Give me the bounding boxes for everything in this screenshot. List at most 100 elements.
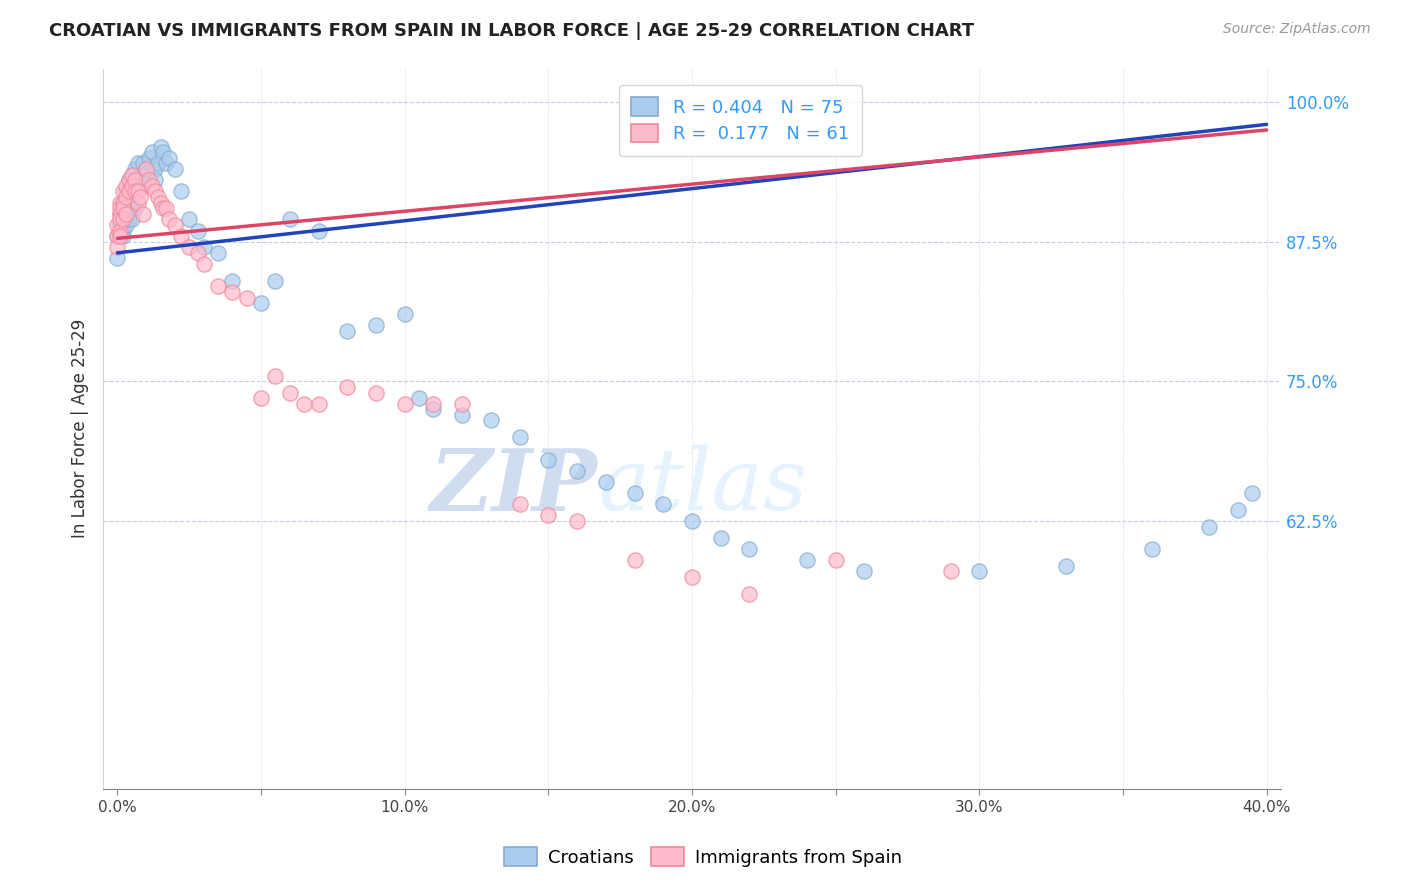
Point [121, 168, 143, 182]
Point [152, 201, 174, 215]
Point [118, 195, 141, 210]
Point [135, 162, 157, 177]
Point [135, 162, 157, 177]
Point [124, 162, 146, 177]
Point [170, 185, 193, 199]
Point [565, 464, 588, 478]
Point [623, 553, 645, 567]
Point [129, 190, 152, 204]
Point [110, 207, 132, 221]
Point [422, 402, 444, 417]
Point [969, 564, 991, 578]
Point [236, 291, 259, 305]
Point [710, 531, 733, 545]
Text: ZIP: ZIP [430, 445, 598, 528]
Point [110, 218, 132, 232]
Point [141, 145, 163, 160]
Point [509, 430, 531, 444]
Point [336, 324, 359, 338]
Point [221, 274, 243, 288]
Point [118, 185, 141, 199]
Point [115, 185, 138, 199]
Point [179, 240, 201, 254]
Point [124, 185, 146, 199]
Point [509, 497, 531, 511]
Point [853, 564, 876, 578]
Point [132, 168, 155, 182]
Point [121, 201, 143, 215]
Point [115, 201, 138, 215]
Point [135, 173, 157, 187]
Point [146, 156, 169, 170]
Point [1241, 486, 1264, 500]
Point [107, 252, 129, 266]
Point [681, 514, 703, 528]
Point [124, 201, 146, 215]
Point [127, 195, 149, 210]
Point [681, 570, 703, 584]
Point [112, 195, 135, 210]
Point [129, 173, 152, 187]
Point [149, 139, 172, 153]
Text: CROATIAN VS IMMIGRANTS FROM SPAIN IN LABOR FORCE | AGE 25-29 CORRELATION CHART: CROATIAN VS IMMIGRANTS FROM SPAIN IN LAB… [49, 22, 974, 40]
Point [155, 156, 177, 170]
Point [163, 162, 186, 177]
Point [146, 190, 169, 204]
Point [652, 497, 675, 511]
Legend: Croatians, Immigrants from Spain: Croatians, Immigrants from Spain [498, 840, 908, 874]
Point [207, 279, 229, 293]
Point [118, 212, 141, 227]
Point [127, 156, 149, 170]
Point [124, 173, 146, 187]
Point [132, 207, 155, 221]
Point [824, 553, 846, 567]
Legend: R = 0.404   N = 75, R =  0.177   N = 61: R = 0.404 N = 75, R = 0.177 N = 61 [619, 85, 862, 156]
Point [107, 218, 129, 232]
Point [110, 212, 132, 227]
Point [250, 296, 273, 310]
Point [143, 162, 166, 177]
Point [623, 486, 645, 500]
Point [115, 178, 138, 193]
Point [115, 218, 138, 232]
Point [1226, 503, 1249, 517]
Point [110, 195, 132, 210]
Point [278, 212, 301, 227]
Point [364, 318, 387, 333]
Point [422, 397, 444, 411]
Point [107, 229, 129, 244]
Point [155, 201, 177, 215]
Point [187, 245, 209, 260]
Point [537, 508, 560, 523]
Point [264, 274, 287, 288]
Point [124, 185, 146, 199]
Point [115, 190, 138, 204]
Y-axis label: In Labor Force | Age 25-29: In Labor Force | Age 25-29 [72, 319, 89, 539]
Point [565, 514, 588, 528]
Point [738, 541, 761, 556]
Point [149, 195, 172, 210]
Point [107, 229, 129, 244]
Point [118, 173, 141, 187]
Point [112, 195, 135, 210]
Point [115, 207, 138, 221]
Point [308, 397, 330, 411]
Point [207, 245, 229, 260]
Point [738, 586, 761, 600]
Point [110, 223, 132, 237]
Point [127, 178, 149, 193]
Point [112, 185, 135, 199]
Point [364, 385, 387, 400]
Point [112, 201, 135, 215]
Point [141, 178, 163, 193]
Point [451, 397, 474, 411]
Point [121, 168, 143, 182]
Point [1198, 519, 1220, 533]
Point [163, 218, 186, 232]
Point [193, 240, 215, 254]
Point [1054, 558, 1077, 573]
Point [1140, 541, 1163, 556]
Point [187, 223, 209, 237]
Point [157, 212, 180, 227]
Point [132, 156, 155, 170]
